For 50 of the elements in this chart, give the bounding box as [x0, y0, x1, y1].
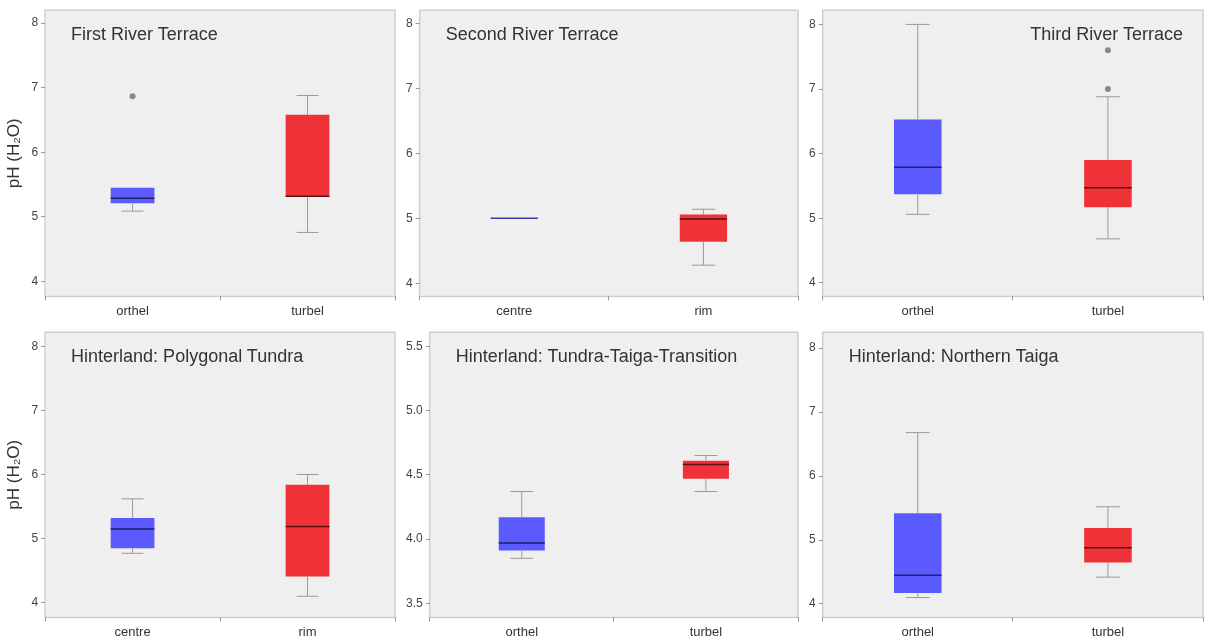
- y-tick-label: 5: [808, 210, 816, 225]
- text: Hinterland: Northern Taiga: [848, 346, 1060, 367]
- x-tick-label: turbel: [1091, 302, 1125, 318]
- y-tick-label: 5: [405, 210, 413, 225]
- y-tick-label: 5: [31, 209, 39, 224]
- text: Second River Terrace: [445, 24, 619, 45]
- y-tick-label: 7: [808, 404, 816, 419]
- x-tick-label: turbel: [689, 623, 723, 639]
- y-tick-label: 3.5: [405, 595, 423, 610]
- text: Third River Terrace: [1030, 24, 1183, 45]
- x-tick-label: centre: [114, 623, 151, 639]
- y-tick-label: 5.5: [405, 338, 423, 353]
- y-axis-title: pH (H₂O): [3, 439, 23, 510]
- y-tick-label: 8: [808, 16, 816, 31]
- y-tick-label: 7: [808, 81, 816, 96]
- x-tick-label: rim: [694, 302, 713, 318]
- y-tick-label: 4: [808, 596, 816, 611]
- y-tick-label: 5.0: [405, 402, 423, 417]
- y-tick-label: 4.0: [405, 531, 423, 546]
- y-tick-label: 7: [31, 402, 39, 417]
- x-tick-label: centre: [496, 302, 533, 318]
- text: First River Terrace: [71, 24, 218, 45]
- x-tick-label: orthel: [901, 623, 935, 639]
- y-tick-label: 4: [31, 273, 39, 288]
- x-tick-label: orthel: [901, 302, 935, 318]
- y-tick-label: 7: [31, 80, 39, 95]
- x-tick-label: turbel: [1091, 623, 1125, 639]
- x-tick-label: orthel: [505, 623, 539, 639]
- y-tick-label: 6: [31, 466, 39, 481]
- y-tick-label: 4: [808, 275, 816, 290]
- y-tick-label: 6: [808, 468, 816, 483]
- y-tick-label: 7: [405, 80, 413, 95]
- y-tick-label: 4.5: [405, 467, 423, 482]
- y-tick-label: 8: [31, 338, 39, 353]
- y-tick-label: 8: [405, 15, 413, 30]
- y-axis-title: pH (H₂O): [3, 118, 23, 189]
- y-tick-label: 8: [31, 15, 39, 30]
- text: Hinterland: Polygonal Tundra: [71, 346, 305, 367]
- x-tick-label: rim: [298, 623, 317, 639]
- y-tick-label: 6: [31, 144, 39, 159]
- text: Hinterland: Tundra-Taiga-Transition: [455, 346, 738, 367]
- x-tick-label: turbel: [291, 302, 324, 318]
- y-tick-label: 6: [405, 145, 413, 160]
- y-tick-label: 8: [808, 340, 816, 355]
- y-tick-label: 5: [808, 532, 816, 547]
- x-tick-label: orthel: [116, 302, 149, 318]
- y-tick-label: 6: [808, 145, 816, 160]
- y-tick-label: 4: [31, 594, 39, 609]
- y-tick-label: 5: [31, 530, 39, 545]
- y-tick-label: 4: [405, 275, 413, 290]
